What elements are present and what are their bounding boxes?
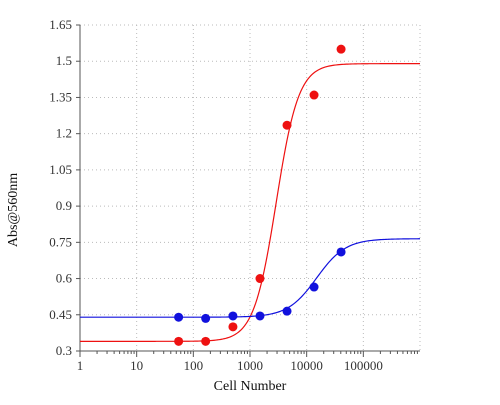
y-tick-label: 1.2 <box>56 126 72 141</box>
data-point-2 <box>174 312 184 322</box>
axes <box>76 24 420 357</box>
y-tick-label: 0.3 <box>56 343 72 358</box>
fit-curve-2 <box>80 238 421 318</box>
data-point-1 <box>228 322 238 332</box>
y-axis-label: Abs@560nm <box>6 173 21 247</box>
x-tick-label: 100 <box>184 358 204 373</box>
data-point-2 <box>201 313 211 323</box>
data-point-1 <box>336 44 346 54</box>
tick-labels: 0.3 0.45 0.6 0.75 0.9 1.05 1.2 1.35 1.5 1.65 1 10 10… <box>49 17 383 373</box>
y-tick-label: 0.45 <box>49 307 72 322</box>
data-point-1 <box>309 90 319 100</box>
data-point-1 <box>174 336 184 346</box>
x-tick-label: 10000 <box>290 358 323 373</box>
grid <box>79 24 421 352</box>
fit-curves <box>80 63 421 342</box>
y-tick-label: 1.35 <box>49 89 72 104</box>
data-point-2 <box>282 306 292 316</box>
data-point-2 <box>336 247 346 257</box>
y-tick-label: 1.05 <box>49 162 72 177</box>
data-point-2 <box>309 282 319 292</box>
y-tick-label: 0.9 <box>56 198 72 213</box>
y-tick-label: 0.75 <box>49 234 72 249</box>
x-axis-label: Cell Number <box>214 379 287 394</box>
x-tick-label: 10 <box>130 358 143 373</box>
y-tick-label: 0.6 <box>56 271 73 286</box>
data-point-1 <box>282 120 292 130</box>
data-point-1 <box>255 274 265 284</box>
data-points <box>174 44 346 346</box>
x-tick-label: 1000 <box>237 358 263 373</box>
y-tick-label: 1.5 <box>56 53 72 68</box>
data-point-1 <box>201 336 211 346</box>
x-tick-label: 100000 <box>344 358 383 373</box>
data-point-2 <box>228 311 238 321</box>
y-tick-label: 1.65 <box>49 17 72 32</box>
data-point-2 <box>255 311 265 321</box>
x-tick-label: 1 <box>77 358 84 373</box>
